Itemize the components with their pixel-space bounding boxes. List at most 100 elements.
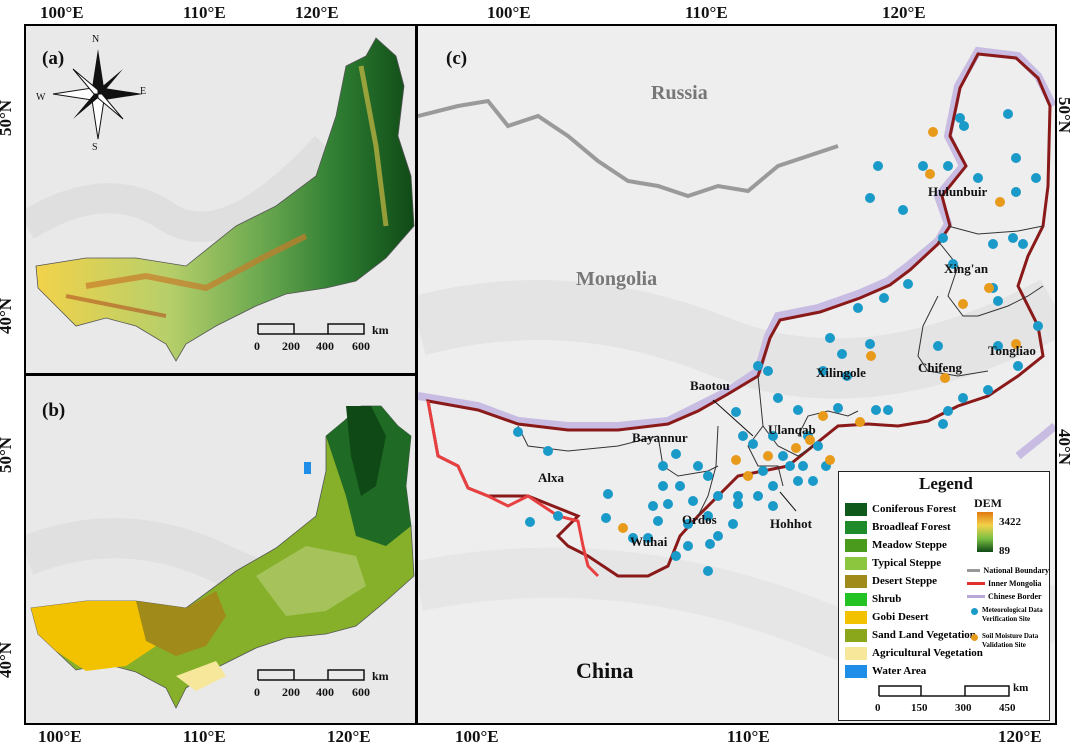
city-alxa: Alxa — [538, 470, 564, 485]
panel-a-dem-map: (a) N S E W 0 200 400 600 km — [24, 24, 417, 375]
met-site — [753, 361, 763, 371]
met-site — [748, 439, 758, 449]
met-site — [988, 239, 998, 249]
legend-class-item: Desert Steppe — [845, 572, 985, 590]
soil-site — [791, 443, 801, 453]
met-site — [918, 161, 928, 171]
met-site — [763, 366, 773, 376]
legend-swatch — [845, 664, 867, 678]
met-site — [713, 491, 723, 501]
met-site — [785, 461, 795, 471]
met-site — [793, 405, 803, 415]
lat-40-b: 40°N — [0, 641, 16, 679]
met-site — [1008, 233, 1018, 243]
legend-swatch — [845, 502, 867, 516]
met-site — [671, 551, 681, 561]
legend-class-label: Gobi Desert — [872, 611, 929, 623]
legend-swatch — [845, 520, 867, 534]
scale-a-0: 0 — [254, 339, 260, 353]
soil-site — [743, 471, 753, 481]
legend-swatch — [845, 592, 867, 606]
legend-class-label: Coniferous Forest — [872, 503, 957, 515]
soil-site — [818, 411, 828, 421]
met-site — [703, 566, 713, 576]
top-lon-110-left: 110°E — [183, 3, 226, 22]
legend-site-dot — [971, 634, 978, 641]
legend-lines: National Boundary Inner Mongolia Chinese B… — [967, 564, 1049, 603]
met-site — [768, 501, 778, 511]
met-site — [658, 461, 668, 471]
met-site — [768, 431, 778, 441]
legend-site-label: Soil Moisture Data Validation Site — [982, 632, 1039, 649]
met-site — [513, 427, 523, 437]
legend-class-label: Agricultural Vegetation — [872, 647, 983, 659]
country-mongolia: Mongolia — [576, 268, 658, 290]
met-site — [1003, 109, 1013, 119]
soil-site — [958, 299, 968, 309]
legend-box: Legend Coniferous Forest Broadleaf Forest… — [838, 471, 1050, 721]
met-site — [842, 371, 852, 381]
met-site — [603, 489, 613, 499]
scale-c-unit: km — [1013, 682, 1029, 694]
legend-swatch — [845, 646, 867, 660]
compass-w: W — [36, 92, 46, 103]
met-site — [1018, 239, 1028, 249]
met-site — [553, 511, 563, 521]
met-site — [733, 491, 743, 501]
soil-site — [825, 455, 835, 465]
soil-site — [995, 197, 1005, 207]
met-site — [955, 113, 965, 123]
city-bayannur: Bayannur — [632, 430, 688, 445]
soil-site — [1011, 339, 1021, 349]
met-site — [713, 531, 723, 541]
legend-class-label: Broadleaf Forest — [872, 521, 951, 533]
city-hulunbuir: Hulunbuir — [928, 184, 988, 199]
soil-site — [618, 523, 628, 533]
met-site — [825, 333, 835, 343]
legend-class-label: Typical Steppe — [872, 557, 942, 569]
met-site — [983, 385, 993, 395]
compass-n: N — [92, 34, 100, 45]
legend-class-label: Desert Steppe — [872, 575, 938, 587]
city-ulanqab: Ulanqab — [768, 422, 816, 437]
met-site — [648, 501, 658, 511]
bottom-lon-120-left: 120°E — [327, 727, 371, 746]
compass-s: S — [92, 142, 98, 153]
city-xingan: Xing'an — [944, 261, 989, 276]
top-lon-120-left: 120°E — [295, 3, 339, 22]
soil-site — [984, 283, 994, 293]
soil-site — [866, 351, 876, 361]
met-site — [683, 519, 693, 529]
met-site — [958, 393, 968, 403]
met-site — [768, 481, 778, 491]
scale-a-unit: km — [372, 323, 389, 337]
met-site — [959, 121, 969, 131]
lat-40-a: 40°N — [0, 297, 16, 335]
legend-class-item: Broadleaf Forest — [845, 518, 985, 536]
legend-line-swatch — [967, 569, 981, 572]
met-site — [813, 441, 823, 451]
met-site — [938, 419, 948, 429]
legend-line-item: National Boundary — [967, 564, 1049, 577]
legend-class-label: Meadow Steppe — [872, 539, 947, 551]
dem-max: 3422 — [999, 516, 1021, 528]
met-site — [1033, 321, 1043, 331]
scale-bar-c — [878, 685, 1010, 697]
met-site — [773, 393, 783, 403]
met-site — [865, 193, 875, 203]
met-site — [543, 446, 553, 456]
met-site — [973, 173, 983, 183]
legend-class-label: Shrub — [872, 593, 902, 605]
city-ordos: Ordos — [682, 512, 717, 527]
met-site — [728, 519, 738, 529]
met-site — [675, 481, 685, 491]
dem-map-svg — [26, 26, 415, 373]
met-site — [818, 366, 828, 376]
met-site — [778, 451, 788, 461]
met-site — [1011, 153, 1021, 163]
met-site — [703, 471, 713, 481]
met-site — [1011, 187, 1021, 197]
soil-site — [940, 373, 950, 383]
landcover-map-svg — [26, 376, 415, 723]
legend-class-item: Water Area — [845, 662, 985, 680]
